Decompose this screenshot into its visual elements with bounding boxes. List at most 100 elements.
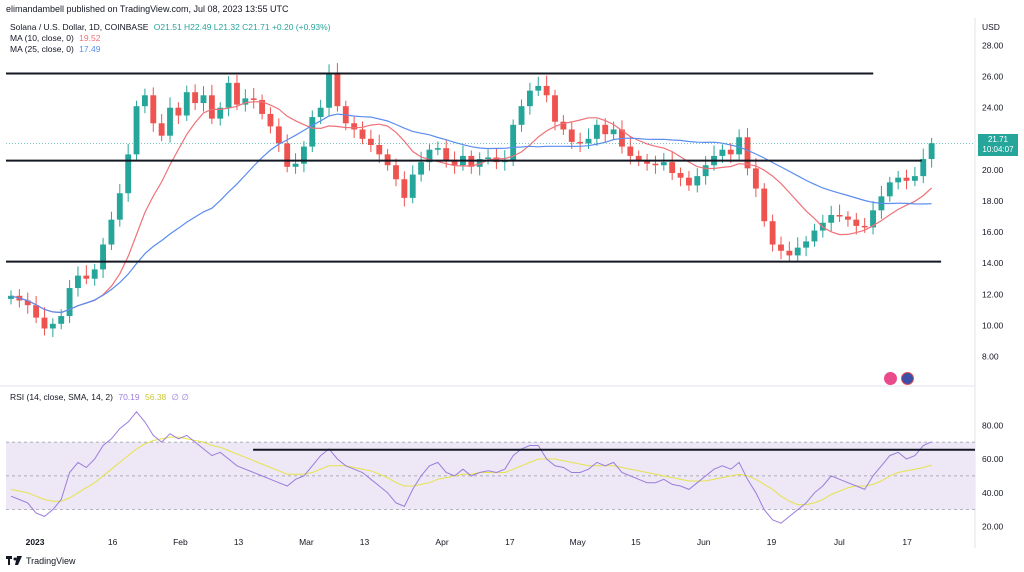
ma25-label: MA (25, close, 0) (10, 44, 74, 54)
candle-body (141, 95, 148, 107)
candle-body (836, 214, 843, 217)
candle-body (183, 92, 190, 116)
candle-body (125, 154, 132, 194)
ma10-label: MA (10, close, 0) (10, 33, 74, 43)
candle-body (535, 85, 542, 91)
rsi-value: 70.19 (118, 392, 140, 402)
candle-body (920, 159, 927, 177)
rsi-sma-value: 56.38 (145, 392, 167, 402)
price-tick-label: 8.00 (982, 351, 999, 361)
candle-body (41, 317, 48, 329)
candle-body (476, 159, 483, 167)
candle-body (158, 123, 165, 136)
x-tick-label: 2023 (26, 537, 45, 547)
us-flag-icon[interactable] (901, 372, 914, 385)
candle-body (351, 123, 358, 130)
candle-body (259, 99, 266, 114)
rsi-tick-label: 20.00 (982, 522, 1004, 532)
lightning-icon[interactable] (884, 372, 897, 385)
x-tick-label: Mar (299, 537, 314, 547)
candle-body (585, 138, 592, 144)
candle-body (175, 107, 182, 116)
candles (8, 63, 935, 338)
candle-body (828, 214, 835, 223)
candle-body (543, 85, 550, 96)
candle-body (200, 95, 207, 104)
candle-body (552, 95, 558, 122)
last-price-tag: 21.71 10:04:07 (978, 134, 1018, 156)
candle-body (560, 121, 567, 130)
candle-body (610, 129, 617, 135)
candle-body (752, 168, 759, 189)
candle-body (418, 162, 425, 175)
rsi-legend[interactable]: RSI (14, close, SMA, 14, 2) 70.19 56.38 … (10, 392, 189, 403)
candle-body (593, 124, 600, 139)
x-tick-label: 15 (631, 537, 641, 547)
candle-body (669, 162, 676, 174)
currency-label[interactable]: USD (982, 22, 1000, 32)
ma10-legend[interactable]: MA (10, close, 0) 19.52 (10, 33, 100, 43)
candle-body (393, 165, 399, 180)
candle-body (426, 149, 433, 163)
candle-body (895, 177, 902, 183)
rsi-line (10, 411, 932, 524)
candle-body (8, 295, 14, 299)
candle-body (660, 162, 667, 166)
candle-body (108, 219, 115, 245)
x-tick-label: 16 (108, 537, 118, 547)
brand-name[interactable]: TradingView (26, 556, 76, 566)
candle-body (317, 107, 324, 118)
candle-body (83, 275, 90, 279)
candle-body (861, 225, 868, 228)
candle-body (234, 82, 240, 105)
chart-event-icons (884, 372, 914, 385)
candle-body (845, 216, 851, 220)
candle-body (736, 137, 743, 155)
candle-body (886, 182, 893, 197)
candle-body (133, 106, 140, 155)
candle-body (719, 149, 726, 156)
ma25-line (10, 113, 932, 314)
last-price: 21.71 (987, 135, 1009, 144)
publisher-line: elimandambell published on TradingView.c… (6, 4, 289, 14)
price-tick-label: 20.00 (982, 165, 1004, 175)
candle-body (100, 244, 106, 270)
candle-body (292, 163, 299, 167)
price-tick-label: 24.00 (982, 103, 1004, 113)
candle-body (150, 95, 157, 124)
candle-body (677, 173, 684, 178)
ohlc-values: O21.51 H22.49 L21.32 C21.71 +0.20 (+0.93… (153, 22, 331, 32)
candle-body (58, 316, 65, 324)
candle-body (275, 126, 282, 144)
x-tick-label: 17 (902, 537, 912, 547)
candle-body (652, 163, 659, 166)
candle-body (870, 210, 876, 228)
candle-body (518, 106, 525, 125)
price-tick-label: 18.00 (982, 196, 1004, 206)
x-tick-label: 17 (505, 537, 515, 547)
countdown: 10:04:07 (982, 145, 1014, 154)
candle-body (49, 323, 56, 329)
x-tick-label: May (570, 537, 587, 547)
candle-body (928, 143, 935, 160)
candle-body (409, 174, 416, 198)
rsi-tick-label: 40.00 (982, 488, 1004, 498)
price-tick-label: 26.00 (982, 72, 1004, 82)
price-tick-label: 14.00 (982, 258, 1004, 268)
rsi-extra-values: ∅ ∅ (171, 392, 189, 402)
symbol-title[interactable]: Solana / U.S. Dollar, 1D, COINBASE (10, 22, 149, 32)
rsi-tick-label: 80.00 (982, 420, 1004, 430)
candle-body (217, 107, 224, 119)
candle-body (401, 179, 408, 198)
candle-body (485, 157, 491, 160)
candle-body (911, 176, 918, 181)
candle-body (903, 177, 910, 181)
x-tick-label: Apr (435, 537, 448, 547)
rsi-tick-label: 60.00 (982, 454, 1004, 464)
ma10-line (10, 101, 933, 314)
x-tick-label: Feb (173, 537, 188, 547)
candle-body (367, 138, 374, 146)
candle-body (66, 288, 73, 317)
x-tick-label: Jul (834, 537, 845, 547)
ma25-legend[interactable]: MA (25, close, 0) 17.49 (10, 44, 100, 54)
